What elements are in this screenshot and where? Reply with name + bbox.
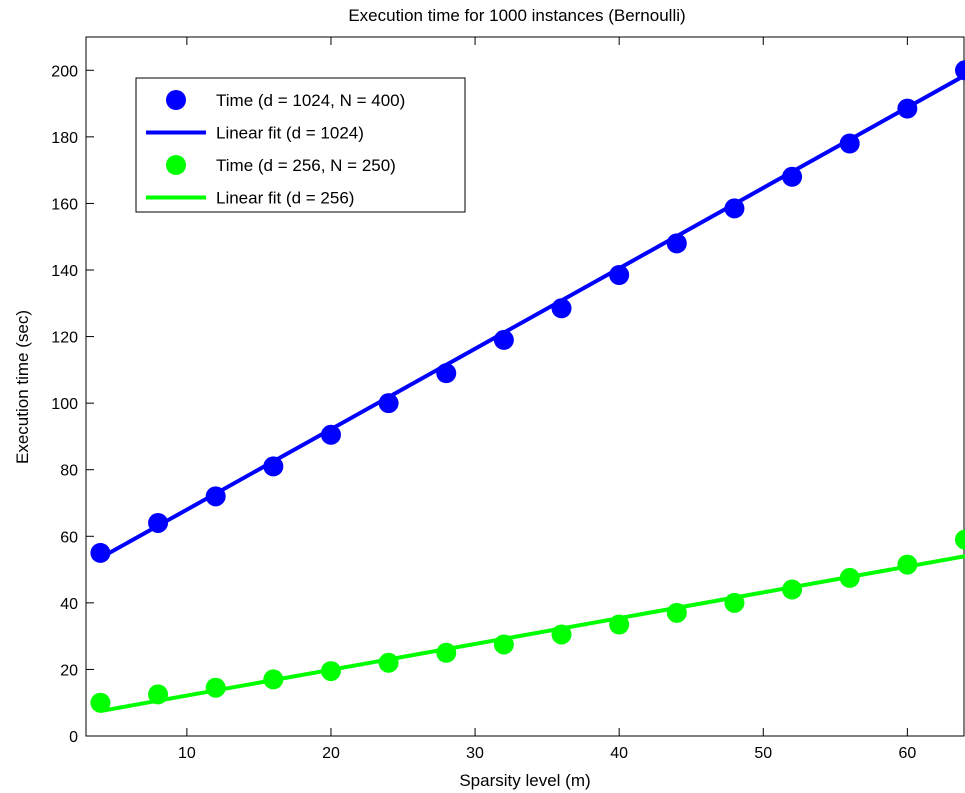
data-point-0-14 bbox=[897, 98, 918, 119]
data-point-0-8 bbox=[551, 298, 572, 319]
legend-label-1: Linear fit (d = 1024) bbox=[216, 124, 364, 143]
data-point-0-4 bbox=[320, 424, 341, 445]
data-point-1-2 bbox=[205, 677, 226, 698]
x-tick-label: 20 bbox=[322, 745, 340, 762]
y-tick-label: 0 bbox=[69, 729, 78, 746]
data-point-0-15 bbox=[955, 60, 965, 81]
legend: Time (d = 1024, N = 400) Linear fit (d = … bbox=[135, 77, 466, 213]
x-tick-label: 30 bbox=[466, 745, 484, 762]
x-tick-label: 40 bbox=[610, 745, 628, 762]
plot-frame bbox=[85, 36, 965, 737]
x-tick-label: 10 bbox=[178, 745, 196, 762]
data-point-1-9 bbox=[609, 614, 630, 635]
x-axis: 10 20 30 40 50 60 bbox=[178, 37, 916, 762]
data-point-0-1 bbox=[148, 512, 169, 533]
y-tick-label: 80 bbox=[60, 463, 78, 480]
data-point-1-10 bbox=[666, 602, 687, 623]
y-tick-label: 120 bbox=[51, 330, 78, 347]
data-point-1-8 bbox=[551, 624, 572, 645]
data-point-1-13 bbox=[839, 567, 860, 588]
legend-box bbox=[135, 77, 466, 213]
data-point-0-13 bbox=[839, 133, 860, 154]
data-point-1-12 bbox=[782, 579, 803, 600]
legend-marker-0 bbox=[166, 90, 186, 110]
plot-area bbox=[85, 36, 965, 737]
y-axis-label: Execution time (sec) bbox=[13, 310, 32, 464]
data-point-1-4 bbox=[320, 661, 341, 682]
data-point-0-9 bbox=[609, 264, 630, 285]
y-tick-label: 200 bbox=[51, 63, 78, 80]
x-axis-label: Sparsity level (m) bbox=[459, 771, 590, 790]
series-layer bbox=[90, 60, 965, 714]
legend-label-2: Time (d = 256, N = 250) bbox=[216, 156, 396, 175]
legend-label-0: Time (d = 1024, N = 400) bbox=[216, 91, 405, 110]
chart-title: Execution time for 1000 instances (Berno… bbox=[348, 6, 685, 25]
data-point-1-1 bbox=[148, 684, 169, 705]
fit-line-1 bbox=[100, 554, 965, 714]
data-point-1-14 bbox=[897, 554, 918, 575]
data-point-0-3 bbox=[263, 456, 284, 477]
legend-marker-2 bbox=[166, 155, 186, 175]
data-point-1-0 bbox=[90, 692, 111, 713]
data-point-1-7 bbox=[493, 634, 514, 655]
y-tick-label: 140 bbox=[51, 263, 78, 280]
data-point-1-11 bbox=[724, 592, 745, 613]
x-tick-label: 50 bbox=[754, 745, 772, 762]
fit-line-0 bbox=[99, 73, 965, 560]
y-tick-label: 100 bbox=[51, 396, 78, 413]
data-point-1-5 bbox=[378, 652, 399, 673]
data-point-0-5 bbox=[378, 393, 399, 414]
data-point-0-0 bbox=[90, 542, 111, 563]
y-axis: 0 20 40 60 80 100 120 140 160 180 200 bbox=[51, 63, 94, 746]
data-point-0-6 bbox=[436, 363, 457, 384]
data-point-0-10 bbox=[666, 233, 687, 254]
y-tick-label: 20 bbox=[60, 662, 78, 679]
y-tick-label: 60 bbox=[60, 529, 78, 546]
data-point-0-11 bbox=[724, 198, 745, 219]
x-tick-label: 60 bbox=[898, 745, 916, 762]
data-point-0-12 bbox=[782, 166, 803, 187]
y-tick-label: 40 bbox=[60, 596, 78, 613]
data-point-1-3 bbox=[263, 669, 284, 690]
data-point-1-15 bbox=[955, 529, 965, 550]
data-point-1-6 bbox=[436, 642, 457, 663]
legend-label-3: Linear fit (d = 256) bbox=[216, 189, 354, 208]
data-point-0-7 bbox=[493, 329, 514, 350]
y-tick-label: 160 bbox=[51, 196, 78, 213]
y-tick-label: 180 bbox=[51, 130, 78, 147]
data-point-0-2 bbox=[205, 486, 226, 507]
